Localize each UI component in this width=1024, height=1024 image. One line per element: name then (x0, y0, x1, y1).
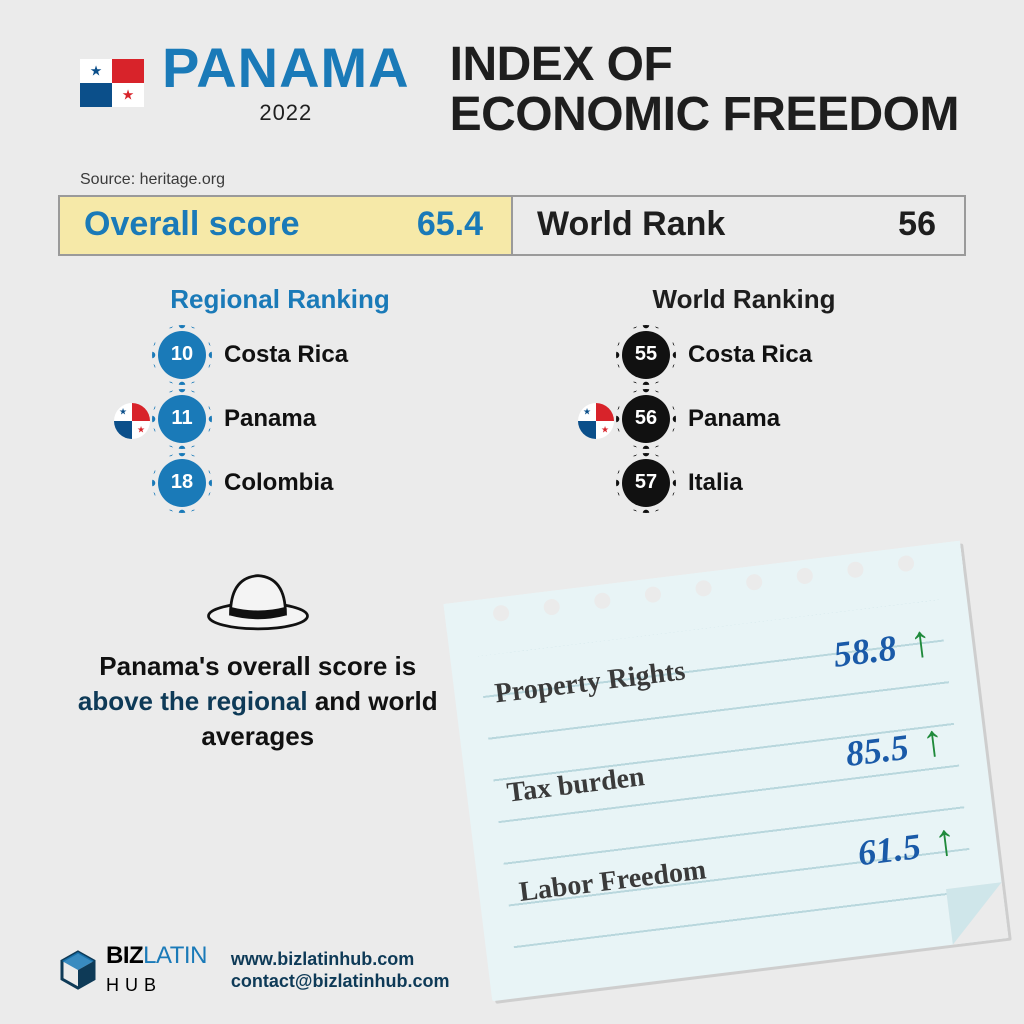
metrics-note: Property Rights 58.8 ↑ Tax burden 85.5 ↑… (444, 541, 1009, 1001)
metric-label: Tax burden (505, 760, 646, 809)
header: ★ ★ PANAMA 2022 INDEX OF ECONOMIC FREEDO… (0, 0, 1024, 151)
brand-logo: BIZLATIN HUB (58, 942, 207, 998)
rank-badge: 57 (622, 459, 670, 507)
index-title-line2: ECONOMIC FREEDOM (450, 88, 959, 141)
summary-highlight: above the regional (78, 686, 308, 716)
lower-section: Panama's overall score is above the regi… (58, 551, 966, 911)
world-ranking-title: World Ranking (522, 284, 966, 315)
contact-info: www.bizlatinhub.com contact@bizlatinhub.… (231, 948, 450, 993)
panama-flag-icon: ★ ★ (80, 59, 144, 107)
regional-rank-item: ★ ★ 11 Panama (158, 395, 502, 443)
logo-part-biz: BIZ (106, 942, 143, 969)
country-block: ★ ★ PANAMA 2022 (80, 40, 410, 126)
rank-country: Panama (688, 405, 780, 433)
score-bar: Overall score 65.4 World Rank 56 (58, 195, 966, 256)
index-title-line1: INDEX OF (450, 38, 673, 91)
rank-badge: 11 (158, 395, 206, 443)
world-ranking-column: World Ranking 55 Costa Rica ★ ★ 56 Panam… (522, 284, 966, 523)
regional-rank-item: 18 Colombia (158, 459, 502, 507)
rank-badge: 18 (158, 459, 206, 507)
rank-number: 18 (171, 471, 193, 494)
world-rank-item: 55 Costa Rica (622, 331, 966, 379)
overall-score-cell: Overall score 65.4 (60, 197, 513, 254)
note-fold-corner (946, 882, 1008, 944)
world-rank-cell: World Rank 56 (513, 197, 964, 254)
rank-number: 10 (171, 343, 193, 366)
panama-flag-icon: ★ ★ (578, 403, 614, 439)
rank-badge: 10 (158, 331, 206, 379)
metric-value: 58.8 (831, 627, 898, 674)
website: www.bizlatinhub.com (231, 948, 450, 971)
rank-country: Colombia (224, 469, 333, 497)
metric-value: 61.5 (856, 826, 923, 873)
summary-block: Panama's overall score is above the regi… (58, 551, 458, 911)
summary-text: Panama's overall score is above the regi… (58, 649, 458, 754)
rankings: Regional Ranking 10 Costa Rica ★ ★ 11 Pa… (58, 284, 966, 523)
regional-ranking-column: Regional Ranking 10 Costa Rica ★ ★ 11 Pa… (58, 284, 502, 523)
rank-country: Panama (224, 405, 316, 433)
world-rank-item: 57 Italia (622, 459, 966, 507)
index-title: INDEX OF ECONOMIC FREEDOM (450, 40, 959, 141)
hat-icon (203, 561, 313, 639)
rank-badge: 55 (622, 331, 670, 379)
footer: BIZLATIN HUB www.bizlatinhub.com contact… (58, 942, 449, 998)
overall-score-value: 65.4 (417, 205, 483, 244)
rank-number: 55 (635, 343, 657, 366)
rank-country: Costa Rica (224, 341, 348, 369)
world-rank-value: 56 (898, 205, 936, 244)
source-label: Source: heritage.org (80, 171, 1024, 189)
summary-pre: Panama's overall score is (99, 651, 416, 681)
country-name: PANAMA (162, 40, 410, 96)
overall-score-label: Overall score (84, 205, 299, 244)
rank-number: 57 (635, 471, 657, 494)
panama-flag-icon: ★ ★ (114, 403, 150, 439)
rank-country: Italia (688, 469, 743, 497)
brand-logo-icon (58, 950, 98, 990)
regional-rank-item: 10 Costa Rica (158, 331, 502, 379)
rank-number: 56 (635, 407, 657, 430)
rank-country: Costa Rica (688, 341, 812, 369)
brand-logo-text: BIZLATIN HUB (106, 942, 207, 998)
rank-badge: 56 (622, 395, 670, 443)
metric-value: 85.5 (843, 727, 910, 774)
country-year: 2022 (162, 100, 410, 126)
logo-part-latin: LATIN (143, 942, 207, 969)
regional-ranking-title: Regional Ranking (58, 284, 502, 315)
world-rank-label: World Rank (537, 205, 725, 244)
logo-part-hub: HUB (106, 975, 162, 995)
email: contact@bizlatinhub.com (231, 970, 450, 993)
rank-number: 11 (171, 407, 192, 430)
world-rank-item: ★ ★ 56 Panama (622, 395, 966, 443)
